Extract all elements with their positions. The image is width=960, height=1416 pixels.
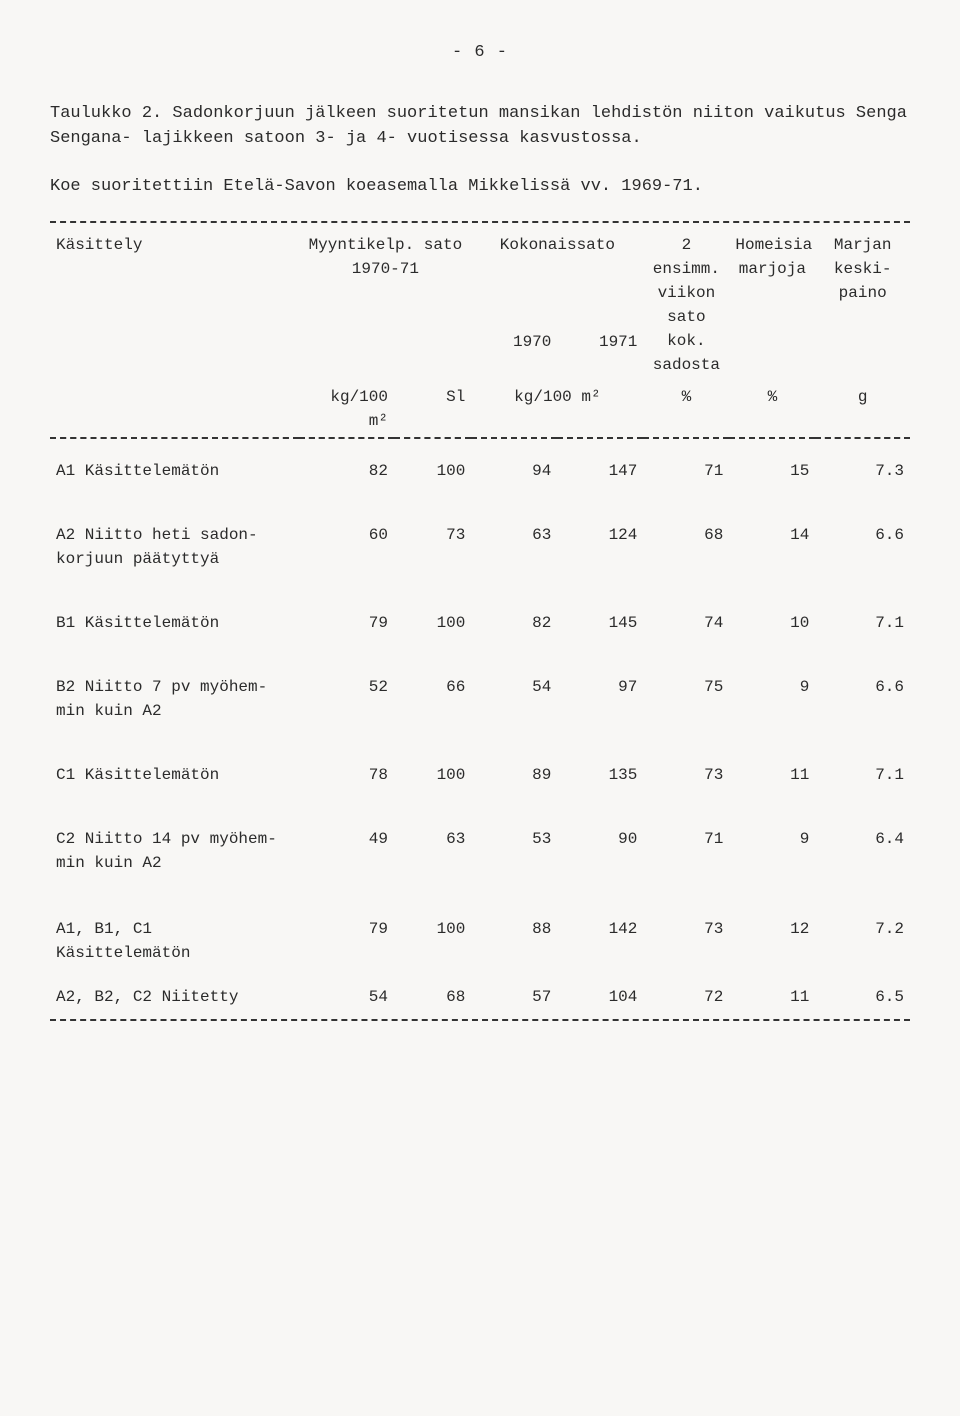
table-row: A1, B1, C1 Käsittelemätön 79 100 88 142 …: [50, 895, 910, 975]
cell: 68: [643, 503, 729, 591]
cell: 7.3: [815, 438, 910, 503]
data-table: Käsittely Myyntikelp. sato 1970-71 Kokon…: [50, 229, 910, 1017]
col-kokonaissato-header: Kokonaissato: [471, 229, 643, 326]
cell: 82: [299, 438, 394, 503]
cell: 147: [557, 438, 643, 503]
cell: 7.2: [815, 895, 910, 975]
cell: 71: [643, 807, 729, 895]
table-row: C1 Käsittelemätön 78 100 89 135 73 11 7.…: [50, 743, 910, 807]
cell: 7.1: [815, 743, 910, 807]
cell: 79: [299, 895, 394, 975]
cell: 57: [471, 975, 557, 1017]
cell-label: A1, B1, C1 Käsittelemätön: [50, 895, 299, 975]
cell: 73: [643, 743, 729, 807]
table-row: A2 Niitto heti sadon- korjuun päätyttyä …: [50, 503, 910, 591]
cell: 6.6: [815, 503, 910, 591]
cell-label: C2 Niitto 14 pv myöhem- min kuin A2: [50, 807, 299, 895]
col-treatment-header: Käsittely: [50, 229, 299, 381]
unit-blank: [50, 381, 299, 438]
table-row: C2 Niitto 14 pv myöhem- min kuin A2 49 6…: [50, 807, 910, 895]
cell: 9: [729, 655, 815, 743]
cell: 49: [299, 807, 394, 895]
table-summary: A1, B1, C1 Käsittelemätön 79 100 88 142 …: [50, 895, 910, 1017]
cell: 9: [729, 807, 815, 895]
cell: 6.6: [815, 655, 910, 743]
table-row: A1 Käsittelemätön 82 100 94 147 71 15 7.…: [50, 438, 910, 503]
col-paino-header: Marjan keski- paino: [815, 229, 910, 381]
cell: 63: [471, 503, 557, 591]
cell: 72: [643, 975, 729, 1017]
cell-label: A1 Käsittelemätön: [50, 438, 299, 503]
col-sub-blank2: [394, 326, 471, 381]
unit-kg100m2-b: kg/100 m²: [471, 381, 643, 438]
cell: 54: [299, 975, 394, 1017]
cell: 100: [394, 743, 471, 807]
table-header: Käsittely Myyntikelp. sato 1970-71 Kokon…: [50, 229, 910, 438]
col-homeisia-header: Homeisia marjoja: [729, 229, 815, 381]
unit-sl: Sl: [394, 381, 471, 438]
cell: 82: [471, 591, 557, 655]
cell: 79: [299, 591, 394, 655]
cell: 52: [299, 655, 394, 743]
table-body: A1 Käsittelemätön 82 100 94 147 71 15 7.…: [50, 438, 910, 895]
cell: 100: [394, 895, 471, 975]
cell: 6.5: [815, 975, 910, 1017]
cell: 73: [394, 503, 471, 591]
cell: 6.4: [815, 807, 910, 895]
cell: 60: [299, 503, 394, 591]
cell: 89: [471, 743, 557, 807]
cell-label: B1 Käsittelemätön: [50, 591, 299, 655]
unit-kg100m2-a: kg/100 m²: [299, 381, 394, 438]
cell: 12: [729, 895, 815, 975]
cell: 90: [557, 807, 643, 895]
cell: 63: [394, 807, 471, 895]
col-year-1970: 1970: [471, 326, 557, 381]
unit-pct-b: %: [729, 381, 815, 438]
col-sub-blank1: [299, 326, 394, 381]
unit-g: g: [815, 381, 910, 438]
cell: 142: [557, 895, 643, 975]
cell: 54: [471, 655, 557, 743]
subtitle: Koe suoritettiin Etelä-Savon koeasemalla…: [50, 174, 910, 200]
cell-label: B2 Niitto 7 pv myöhem- min kuin A2: [50, 655, 299, 743]
cell-label: C1 Käsittelemätön: [50, 743, 299, 807]
cell: 100: [394, 591, 471, 655]
cell: 14: [729, 503, 815, 591]
cell: 71: [643, 438, 729, 503]
cell: 73: [643, 895, 729, 975]
cell: 10: [729, 591, 815, 655]
table-caption: Taulukko 2. Sadonkorjuun jälkeen suorite…: [50, 101, 910, 152]
cell: 100: [394, 438, 471, 503]
cell: 94: [471, 438, 557, 503]
page-number: - 6 -: [50, 40, 910, 66]
cell: 124: [557, 503, 643, 591]
cell: 135: [557, 743, 643, 807]
table-row: B1 Käsittelemätön 79 100 82 145 74 10 7.…: [50, 591, 910, 655]
header-top-rule: [50, 221, 910, 223]
table-row: B2 Niitto 7 pv myöhem- min kuin A2 52 66…: [50, 655, 910, 743]
cell: 88: [471, 895, 557, 975]
cell: 15: [729, 438, 815, 503]
cell: 53: [471, 807, 557, 895]
unit-pct-a: %: [643, 381, 729, 438]
table-row: A2, B2, C2 Niitetty 54 68 57 104 72 11 6…: [50, 975, 910, 1017]
cell: 7.1: [815, 591, 910, 655]
cell: 78: [299, 743, 394, 807]
cell: 66: [394, 655, 471, 743]
col-year-1971: 1971: [557, 326, 643, 381]
cell: 97: [557, 655, 643, 743]
col-ensimm-header: 2 ensimm. viikon sato kok. sadosta: [643, 229, 729, 381]
table-bottom-rule: [50, 1019, 910, 1021]
cell-label: A2 Niitto heti sadon- korjuun päätyttyä: [50, 503, 299, 591]
cell: 75: [643, 655, 729, 743]
cell: 68: [394, 975, 471, 1017]
cell: 145: [557, 591, 643, 655]
col-myyntikelp-header: Myyntikelp. sato 1970-71: [299, 229, 471, 326]
cell: 104: [557, 975, 643, 1017]
cell: 11: [729, 975, 815, 1017]
cell: 74: [643, 591, 729, 655]
cell: 11: [729, 743, 815, 807]
cell-label: A2, B2, C2 Niitetty: [50, 975, 299, 1017]
